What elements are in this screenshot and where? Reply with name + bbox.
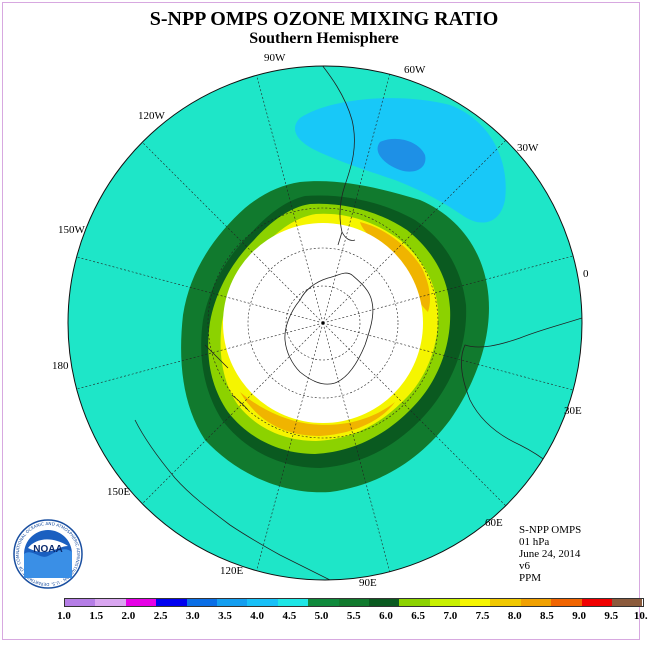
legend-tick-label: 1.0 [57,610,71,622]
legend-tick-label: 4.5 [282,610,297,622]
legend-tick-label: 8.5 [540,610,554,622]
ozone-ring-orange [240,222,430,436]
lon-label-180: 180 [52,360,69,372]
legend-swatch [399,599,430,606]
lon-label-90e: 90E [359,577,377,589]
legend-swatch [520,599,552,606]
legend-swatch [125,599,157,606]
legend-tick-label: 6.5 [411,610,425,622]
legend-tick-label: 6.0 [379,610,393,622]
legend-tick-label: 7.0 [443,610,458,622]
legend-tick-label: 7.5 [475,610,490,622]
legend-swatch [277,599,309,606]
legend-swatch [308,599,339,606]
ozone-low-core [377,138,426,172]
info-version: v6 [519,560,530,572]
legend-swatch [247,599,278,606]
map-field [68,66,582,580]
south-america-coastline [317,66,356,246]
noaa-logo: NATIONAL OCEANIC AND ATMOSPHERIC ADMINIS… [12,518,83,589]
lon-label-60e: 60E [485,517,503,529]
map-title: S-NPP OMPS OZONE MIXING RATIO [149,8,499,30]
lon-label-120e: 120E [220,565,244,577]
lon-label-150w: 150W [58,224,85,236]
noaa-logo-text: NOAA [33,544,62,555]
legend-tick-label: 3.5 [218,610,232,622]
legend-tick-label: 10.0 [633,610,648,622]
lon-label-30e: 30E [564,405,582,417]
legend-tick-label: 3.0 [185,610,200,622]
lon-label-60w: 60W [404,64,426,76]
legend-tick-label: 9.5 [604,610,619,622]
legend-tick-label: 2.0 [121,610,136,622]
map-disc-border [67,65,583,581]
latitude-circles [207,207,439,439]
color-legend-bar [64,598,644,607]
legend-swatch [95,599,126,606]
info-block: S-NPP OMPS 01 hPa June 24, 2014 v6 PPM [519,524,581,584]
antarctica-coastline [284,272,374,385]
legend-swatch [65,599,96,606]
south-pole-marker [321,321,325,325]
info-instrument: S-NPP OMPS [519,524,582,536]
info-units: PPM [519,572,542,584]
legend-swatch [156,599,187,606]
legend-swatch [186,599,217,606]
legend-swatch [490,599,521,606]
australia-coastline [134,419,331,580]
legend-swatch [338,599,369,606]
new-zealand-coastline [204,344,249,411]
legend-swatch [612,599,643,606]
legend-swatch [368,599,400,606]
legend-tick-label: 5.5 [346,610,361,622]
legend-swatch [551,599,582,606]
lon-label-120w: 120W [138,110,165,122]
lon-label-90w: 90W [264,52,286,64]
legend-swatch [429,599,461,606]
legend-tick-label: 9.0 [572,610,586,622]
lon-label-30w: 30W [517,142,539,154]
legend-tick-label: 4.0 [250,610,265,622]
info-level: 01 hPa [519,536,550,548]
legend-tick-label: 8.0 [507,610,522,622]
legend-swatch [460,599,491,606]
info-date: June 24, 2014 [519,548,581,560]
legend-tick-label: 5.0 [314,610,329,622]
lon-label-150e: 150E [107,486,131,498]
legend-swatch [581,599,613,606]
legend-tick-label: 2.5 [153,610,168,622]
africa-coastline [460,317,582,491]
lon-label-0: 0 [583,268,589,280]
legend-swatch [216,599,248,606]
legend-tick-label: 1.5 [89,610,104,622]
map-subtitle: Southern Hemisphere [249,30,399,47]
